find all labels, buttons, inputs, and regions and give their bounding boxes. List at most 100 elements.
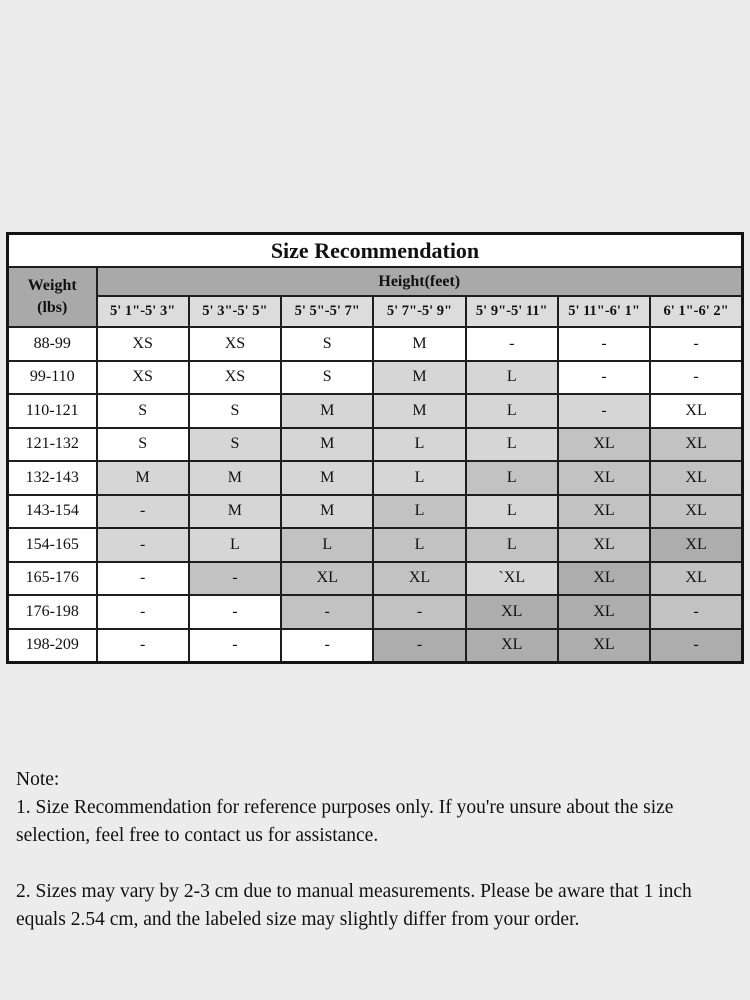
- weight-range: 99-110: [6, 359, 98, 395]
- table-row: 176-198 - - - - XL XL -: [6, 594, 744, 630]
- size-cell: XL: [649, 560, 744, 596]
- size-cell: -: [95, 527, 190, 563]
- size-cell: L: [464, 527, 559, 563]
- table-row: 132-143 M M M L L XL XL: [6, 460, 744, 496]
- size-cell: -: [649, 627, 744, 663]
- note-item-1: 1. Size Recommendation for reference pur…: [16, 796, 674, 846]
- notes-heading: Note:: [16, 769, 60, 790]
- size-cell: XL: [649, 493, 744, 529]
- size-cell: M: [372, 393, 467, 429]
- height-group-header: Height(feet): [95, 266, 744, 297]
- size-cell: XL: [556, 527, 652, 563]
- size-cell: L: [464, 359, 559, 395]
- size-cell: -: [556, 393, 652, 429]
- height-col-header: 5' 11"-6' 1": [556, 295, 652, 328]
- weight-range: 110-121: [6, 393, 98, 429]
- size-cell: M: [280, 460, 375, 496]
- size-cell: XL: [556, 493, 652, 529]
- size-cell: -: [95, 627, 190, 663]
- size-cell: L: [372, 493, 467, 529]
- size-cell: S: [187, 426, 283, 462]
- size-cell: S: [280, 359, 375, 395]
- size-cell: -: [187, 560, 283, 596]
- size-cell: M: [187, 460, 283, 496]
- size-cell: M: [280, 393, 375, 429]
- height-col-header: 5' 3"-5' 5": [187, 295, 283, 328]
- size-cell: -: [464, 326, 559, 362]
- size-cell: -: [187, 627, 283, 663]
- size-cell: -: [556, 326, 652, 362]
- size-cell: -: [649, 359, 744, 395]
- size-cell: XL: [649, 393, 744, 429]
- size-cell: -: [556, 359, 652, 395]
- size-cell: -: [649, 326, 744, 362]
- size-cell: S: [280, 326, 375, 362]
- weight-range: 198-209: [6, 627, 98, 663]
- table-row: 165-176 - - XL XL `XL XL XL: [6, 560, 744, 596]
- size-cell: XS: [95, 326, 190, 362]
- size-cell: L: [464, 426, 559, 462]
- weight-range: 176-198: [6, 594, 98, 630]
- size-cell: -: [187, 594, 283, 630]
- weight-range: 132-143: [6, 460, 98, 496]
- size-cell: -: [95, 594, 190, 630]
- size-cell: S: [95, 393, 190, 429]
- size-cell: XL: [464, 627, 559, 663]
- size-cell: L: [187, 527, 283, 563]
- size-cell: M: [280, 493, 375, 529]
- table-row: 198-209 - - - - XL XL -: [6, 627, 744, 663]
- size-cell: L: [372, 460, 467, 496]
- table-row: 110-121 S S M M L - XL: [6, 393, 744, 429]
- height-col-header: 5' 9"-5' 11": [464, 295, 559, 328]
- weight-column-header: Weight (lbs): [6, 266, 98, 328]
- table-title: Size Recommendation: [6, 232, 744, 268]
- size-cell: XL: [649, 527, 744, 563]
- size-cell: -: [280, 594, 375, 630]
- table-row: 154-165 - L L L L XL XL: [6, 527, 744, 563]
- header-row-1: Weight (lbs) Height(feet): [6, 266, 744, 328]
- size-cell: XS: [187, 326, 283, 362]
- size-cell: -: [280, 627, 375, 663]
- height-col-header: 5' 1"-5' 3": [95, 295, 190, 328]
- size-cell: L: [372, 426, 467, 462]
- size-cell: -: [372, 627, 467, 663]
- size-cell: XL: [556, 426, 652, 462]
- weight-range: 143-154: [6, 493, 98, 529]
- weight-header-line2: (lbs): [37, 299, 68, 316]
- size-cell: -: [372, 594, 467, 630]
- size-cell: XS: [95, 359, 190, 395]
- size-cell: XS: [187, 359, 283, 395]
- header-row-2: 5' 1"-5' 3" 5' 3"-5' 5" 5' 5"-5' 7" 5' 7…: [8, 295, 744, 328]
- size-cell: XL: [556, 627, 652, 663]
- notes-section: Note: 1. Size Recommendation for referen…: [16, 766, 736, 933]
- size-cell: XL: [649, 426, 744, 462]
- size-cell: L: [372, 527, 467, 563]
- size-cell: XL: [556, 460, 652, 496]
- height-col-header: 5' 5"-5' 7": [280, 295, 375, 328]
- size-cell: L: [464, 460, 559, 496]
- size-cell: -: [649, 594, 744, 630]
- weight-range: 121-132: [6, 426, 98, 462]
- size-cell: S: [187, 393, 283, 429]
- size-cell: L: [280, 527, 375, 563]
- table-row: 99-110 XS XS S M L - -: [6, 359, 744, 395]
- weight-range: 165-176: [6, 560, 98, 596]
- size-cell: M: [95, 460, 190, 496]
- weight-range: 154-165: [6, 527, 98, 563]
- note-item-2: 2. Sizes may vary by 2-3 cm due to manua…: [16, 880, 692, 930]
- weight-header-line1: Weight: [27, 277, 77, 295]
- size-cell: M: [372, 359, 467, 395]
- size-cell: XL: [649, 460, 744, 496]
- size-cell: XL: [464, 594, 559, 630]
- table-row: 121-132 S S M L L XL XL: [6, 426, 744, 462]
- size-cell: L: [464, 393, 559, 429]
- size-recommendation-table: Size Recommendation Weight (lbs) Height(…: [6, 232, 744, 664]
- table-row: 88-99 XS XS S M - - -: [6, 326, 744, 362]
- size-cell: XL: [556, 560, 652, 596]
- size-cell: `XL: [464, 560, 559, 596]
- table-row: 143-154 - M M L L XL XL: [6, 493, 744, 529]
- size-cell: M: [187, 493, 283, 529]
- weight-range: 88-99: [6, 326, 98, 362]
- height-col-header: 5' 7"-5' 9": [372, 295, 467, 328]
